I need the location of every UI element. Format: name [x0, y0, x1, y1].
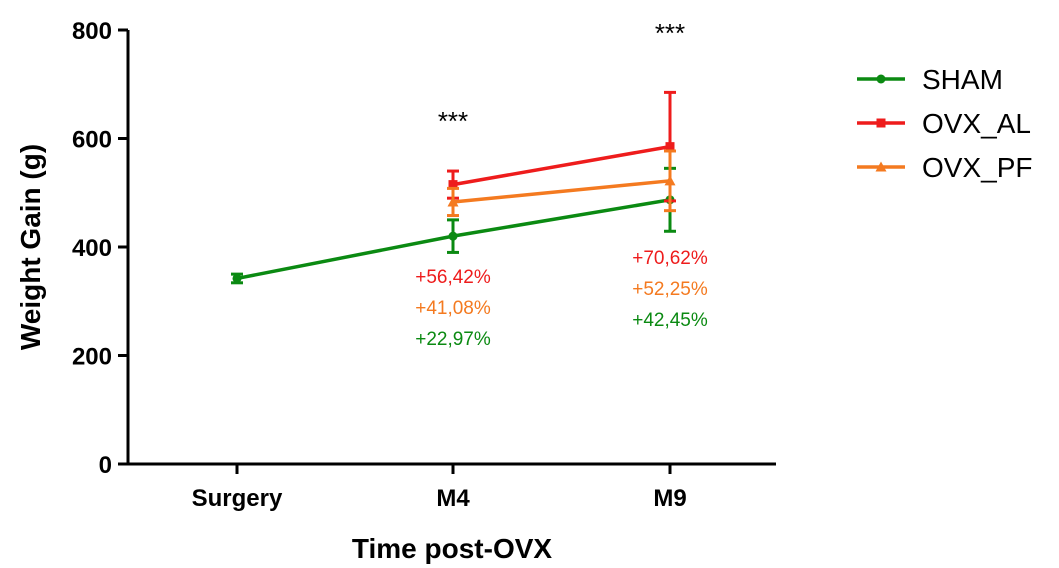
- percent-annotation: +70,62%: [632, 248, 708, 269]
- legend-item-ovx-al: OVX_AL: [857, 108, 1031, 139]
- series-line: [452, 179, 671, 204]
- y-tick-label: 0: [99, 452, 112, 479]
- x-ticks: Surgery M4 M9: [192, 464, 687, 512]
- x-tick-label: M4: [436, 485, 470, 512]
- series-line: [452, 144, 671, 187]
- legend-item-sham: SHAM: [857, 64, 1003, 95]
- annotations: *** +56,42% +41,08% +22,97% *** +70,62% +52,25…: [415, 18, 708, 350]
- legend-label: SHAM: [922, 64, 1003, 95]
- percent-annotation: +56,42%: [415, 267, 491, 288]
- significance-marker: ***: [438, 106, 468, 136]
- percent-annotation: +41,08%: [415, 298, 491, 319]
- data-point: [448, 180, 458, 190]
- y-tick-label: 600: [72, 127, 112, 154]
- legend-label: OVX_PF: [922, 152, 1032, 183]
- y-tick-label: 200: [72, 344, 112, 371]
- data-point: [876, 118, 886, 128]
- data-point: [232, 273, 242, 283]
- x-tick-label: M9: [653, 485, 686, 512]
- x-axis-title: Time post-OVX: [352, 533, 553, 564]
- data-point: [448, 231, 458, 241]
- y-ticks: 0 200 400 600 800: [72, 18, 128, 479]
- data-point: [664, 175, 676, 186]
- percent-annotation: +42,45%: [632, 310, 708, 331]
- y-axis-title: Weight Gain (g): [15, 144, 46, 350]
- series-ovx-pf: [447, 149, 676, 218]
- legend-label: OVX_AL: [922, 108, 1031, 139]
- significance-marker: ***: [655, 18, 685, 48]
- data-point: [447, 196, 459, 207]
- percent-annotation: +22,97%: [415, 329, 491, 350]
- x-tick-label: Surgery: [192, 485, 283, 512]
- y-tick-label: 400: [72, 235, 112, 262]
- legend-item-ovx-pf: OVX_PF: [857, 152, 1032, 183]
- percent-annotation: +52,25%: [632, 279, 708, 300]
- series-layer: [231, 90, 676, 285]
- data-point: [876, 74, 886, 84]
- legend: SHAM OVX_AL OVX_PF: [857, 64, 1032, 183]
- data-point: [665, 142, 675, 152]
- y-tick-label: 800: [72, 18, 112, 45]
- data-point: [875, 161, 887, 172]
